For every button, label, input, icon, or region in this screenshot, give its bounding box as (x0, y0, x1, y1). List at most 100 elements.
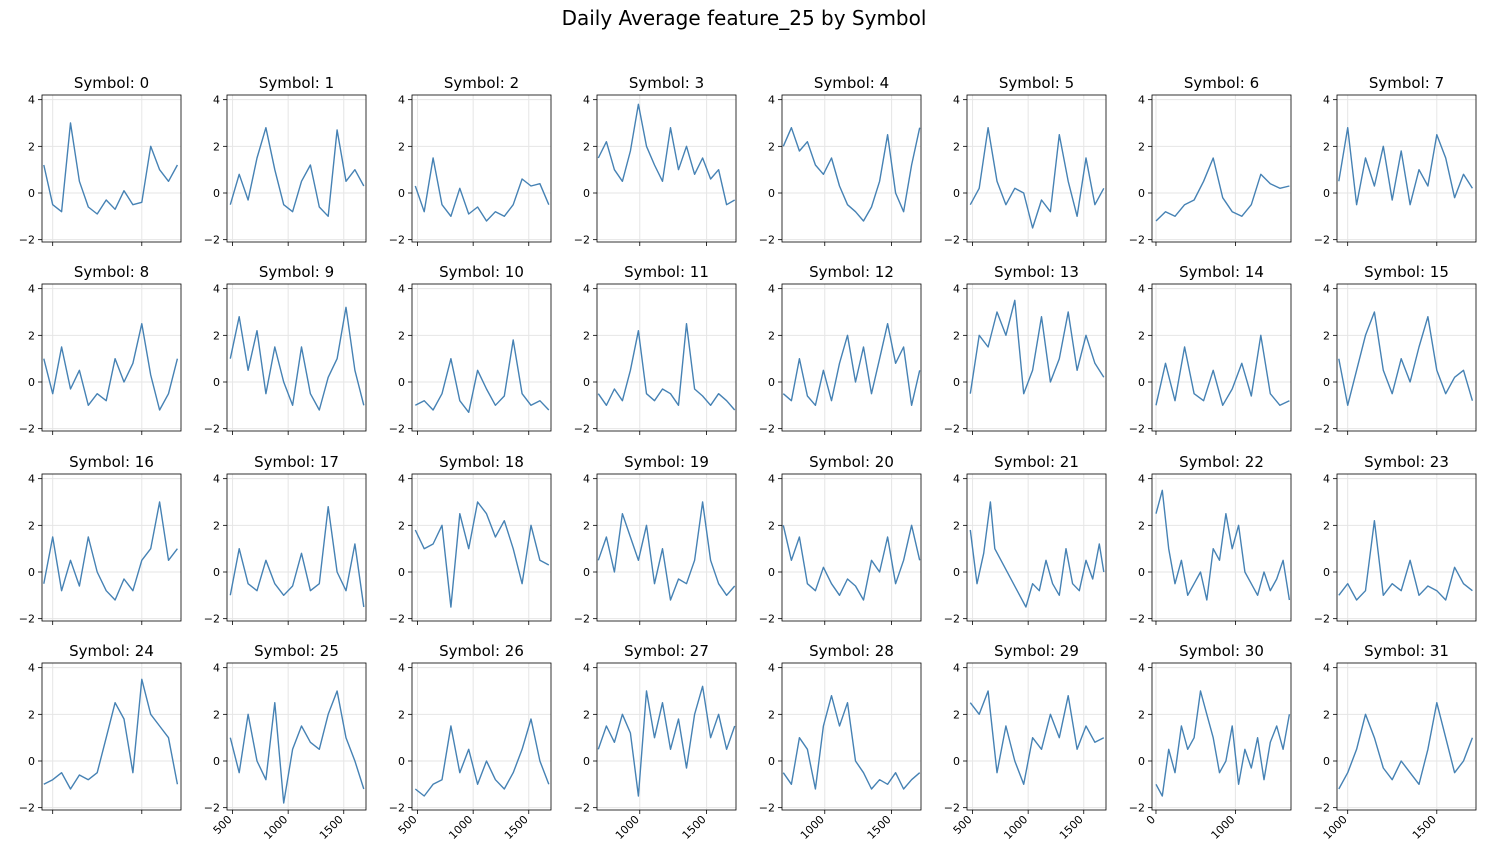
axes-frame (781, 94, 922, 243)
axes-frame (411, 473, 552, 622)
y-tick-label: 0 (583, 376, 590, 389)
series-line (229, 306, 365, 411)
x-tick-label: 500 (396, 813, 420, 837)
y-tick-label: 4 (398, 283, 405, 296)
y-tick-label: 0 (1323, 187, 1330, 200)
y-tick-label: 2 (1323, 140, 1330, 153)
y-tick-label: −2 (759, 423, 775, 436)
panel-symbol-14: Symbol: 14 −2 0 2 4 (1129, 263, 1292, 436)
axes-frame (41, 283, 182, 432)
y-tick-label: 4 (1138, 94, 1145, 107)
y-tick-label: 2 (953, 519, 960, 532)
series-line (1338, 520, 1473, 601)
y-tick-label: 4 (213, 473, 220, 486)
series-line (782, 126, 921, 222)
panel-symbol-15: Symbol: 15 −2 0 2 4 (1314, 263, 1477, 436)
panel-title: Symbol: 23 (1364, 453, 1449, 471)
panel-symbol-5: Symbol: 5 −2 0 2 4 (944, 74, 1107, 247)
series-line (43, 678, 179, 790)
y-tick-label: 2 (583, 708, 590, 721)
axes-frame (966, 473, 1107, 622)
panel-symbol-4: Symbol: 4 −2 0 2 4 (759, 74, 922, 247)
axes-frame (781, 283, 922, 432)
panel-title: Symbol: 12 (809, 263, 894, 281)
axes-frame (411, 94, 552, 243)
y-tick-label: 2 (1138, 519, 1145, 532)
y-tick-label: 4 (768, 473, 775, 486)
series-line (969, 299, 1105, 395)
y-tick-label: −2 (944, 613, 960, 626)
panel-title: Symbol: 22 (1179, 453, 1264, 471)
y-tick-label: −2 (1314, 613, 1330, 626)
y-tick-label: 4 (953, 662, 960, 675)
x-tick-label: 1000 (613, 813, 642, 842)
y-tick-label: −2 (389, 802, 405, 815)
y-tick-label: 4 (583, 473, 590, 486)
panel-title: Symbol: 11 (624, 263, 709, 281)
y-tick-label: 4 (398, 94, 405, 107)
y-tick-label: 2 (953, 708, 960, 721)
y-tick-label: 2 (583, 140, 590, 153)
y-tick-label: −2 (1314, 423, 1330, 436)
y-tick-label: −2 (759, 613, 775, 626)
panel-symbol-22: Symbol: 22 −2 0 2 4 (1129, 453, 1292, 626)
panel-title: Symbol: 25 (254, 642, 339, 660)
series-line (43, 323, 179, 411)
axes-frame (226, 662, 367, 811)
panel-symbol-29: Symbol: 29 −2 0 2 4 500 1000 1500 (944, 642, 1107, 842)
y-tick-label: 2 (768, 140, 775, 153)
y-tick-label: 2 (398, 329, 405, 342)
y-tick-label: 4 (28, 473, 35, 486)
panel-title: Symbol: 2 (444, 74, 519, 92)
y-tick-label: 0 (583, 755, 590, 768)
y-tick-label: 0 (1323, 376, 1330, 389)
axes-frame (1336, 662, 1477, 811)
y-tick-label: 2 (1323, 708, 1330, 721)
panel-title: Symbol: 0 (74, 74, 149, 92)
y-tick-label: 2 (1138, 708, 1145, 721)
panel-symbol-18: Symbol: 18 −2 0 2 4 (389, 453, 552, 626)
series-line (43, 122, 179, 215)
panel-symbol-27: Symbol: 27 −2 0 2 4 1000 1500 (574, 642, 737, 842)
y-tick-label: 4 (768, 283, 775, 296)
x-tick-label: 1500 (865, 813, 894, 842)
axes-frame (1336, 283, 1477, 432)
y-tick-label: 0 (28, 566, 35, 579)
y-tick-label: −2 (389, 234, 405, 247)
x-tick-label: 500 (211, 813, 235, 837)
x-tick-label: 1000 (1001, 813, 1030, 842)
y-tick-label: 0 (768, 755, 775, 768)
series-line (1338, 702, 1474, 790)
panel-symbol-28: Symbol: 28 −2 0 2 4 1000 1500 (759, 642, 922, 842)
panel-title: Symbol: 14 (1179, 263, 1264, 281)
y-tick-label: 0 (398, 755, 405, 768)
y-tick-label: 2 (1323, 519, 1330, 532)
x-tick-label: 1500 (502, 813, 531, 842)
y-tick-label: 2 (768, 708, 775, 721)
series-line (597, 103, 736, 206)
axes-frame (226, 473, 367, 622)
y-tick-label: 0 (1138, 376, 1145, 389)
y-tick-label: 0 (1138, 755, 1145, 768)
panel-title: Symbol: 17 (254, 453, 339, 471)
y-tick-label: 0 (1323, 566, 1330, 579)
y-tick-label: 2 (1138, 140, 1145, 153)
y-tick-label: 4 (213, 662, 220, 675)
panel-title: Symbol: 20 (809, 453, 894, 471)
x-tick-label: 1000 (261, 813, 290, 842)
panel-title: Symbol: 8 (74, 263, 149, 281)
panel-symbol-0: Symbol: 0 −2 0 2 4 (19, 74, 182, 247)
y-tick-label: 2 (398, 140, 405, 153)
y-tick-label: 0 (953, 187, 960, 200)
y-tick-label: 4 (398, 473, 405, 486)
x-tick-label: 500 (951, 813, 975, 837)
y-tick-label: 4 (953, 473, 960, 486)
y-tick-label: −2 (389, 613, 405, 626)
y-tick-label: 2 (768, 329, 775, 342)
y-tick-label: −2 (759, 234, 775, 247)
y-tick-label: −2 (1129, 423, 1145, 436)
axes-frame (781, 662, 922, 811)
y-tick-label: 2 (583, 519, 590, 532)
y-tick-label: 2 (398, 519, 405, 532)
